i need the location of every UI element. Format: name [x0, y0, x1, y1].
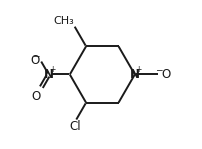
Text: O: O [31, 90, 40, 103]
Text: N: N [43, 68, 54, 81]
Text: CH₃: CH₃ [53, 16, 74, 26]
Text: +: + [49, 65, 55, 74]
Text: −: − [32, 51, 40, 60]
Text: −: − [155, 65, 162, 74]
Text: +: + [135, 65, 141, 74]
Text: O: O [30, 54, 39, 67]
Text: O: O [161, 68, 170, 81]
Text: Cl: Cl [69, 120, 81, 133]
Text: N: N [129, 68, 139, 81]
